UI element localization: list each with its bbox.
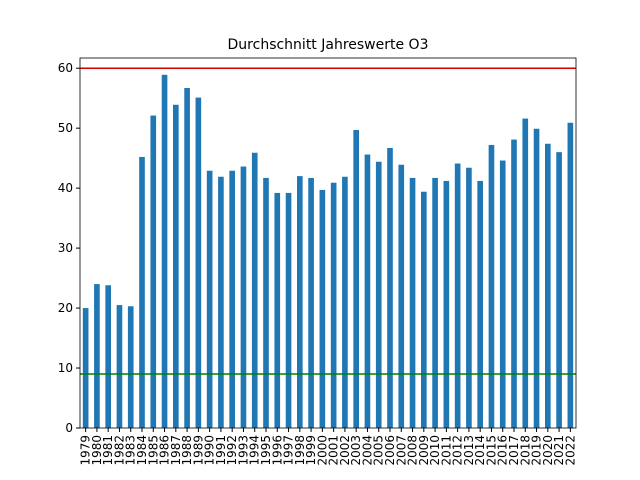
x-tick-label: 2014 <box>473 435 487 466</box>
x-tick-label: 1983 <box>124 435 138 466</box>
bar <box>184 87 190 428</box>
bar <box>116 305 123 428</box>
bar <box>364 154 371 429</box>
x-tick-label: 2005 <box>372 435 386 466</box>
x-tick-label: 2021 <box>552 435 566 466</box>
x-tick-label: 1990 <box>203 435 217 466</box>
x-tick-label: 2011 <box>439 435 453 466</box>
bar <box>375 161 382 428</box>
bar <box>285 192 292 428</box>
x-tick-label: 2000 <box>315 435 329 466</box>
y-tick-label: 40 <box>58 181 73 195</box>
bar <box>499 160 506 429</box>
bar <box>82 308 89 428</box>
y-tick-label: 10 <box>58 361 73 375</box>
bar <box>195 97 202 428</box>
bar <box>274 192 281 428</box>
x-tick-label: 1982 <box>112 435 126 466</box>
y-tick-label: 20 <box>58 301 73 315</box>
x-tick-label: 2013 <box>462 435 476 466</box>
x-tick-label: 1997 <box>282 435 296 466</box>
x-tick-label: 2004 <box>360 435 374 466</box>
x-tick-label: 2008 <box>406 435 420 466</box>
bar <box>251 152 258 428</box>
x-tick-label: 1988 <box>180 435 194 466</box>
bar <box>263 177 269 428</box>
y-tick-label: 50 <box>58 121 73 135</box>
x-tick-label: 1985 <box>146 435 160 466</box>
x-tick-label: 1996 <box>270 435 284 466</box>
x-tick-label: 1980 <box>90 435 104 466</box>
bar <box>173 104 179 428</box>
x-tick-label: 2022 <box>563 435 577 466</box>
bar <box>556 152 562 428</box>
x-tick-label: 2016 <box>496 435 510 466</box>
bar <box>454 163 461 428</box>
x-tick-label: 2017 <box>507 435 521 466</box>
x-tick-label: 1993 <box>236 435 250 466</box>
bar <box>432 177 438 428</box>
bar <box>466 167 472 429</box>
bar <box>330 182 337 428</box>
bar <box>150 115 157 428</box>
x-tick-label: 2002 <box>338 435 352 466</box>
bar <box>443 180 450 428</box>
plot-frame <box>79 57 577 429</box>
bar <box>342 176 348 428</box>
bar <box>409 177 416 428</box>
x-tick-label: 1984 <box>135 435 149 466</box>
y-tick-label: 0 <box>65 421 73 435</box>
bar <box>522 118 529 428</box>
x-tick-label: 1989 <box>191 435 205 466</box>
x-tick-label: 1981 <box>101 435 115 466</box>
bar <box>308 177 314 428</box>
x-tick-label: 2010 <box>428 435 442 466</box>
x-tick-label: 2007 <box>394 435 408 466</box>
x-tick-label: 2015 <box>484 435 498 466</box>
x-tick-label: 1995 <box>259 435 273 466</box>
x-tick-label: 2018 <box>518 435 532 466</box>
x-tick-label: 2006 <box>383 435 397 466</box>
x-tick-label: 2020 <box>541 435 555 466</box>
x-tick-label: 1998 <box>293 435 307 466</box>
bar <box>139 156 145 428</box>
bar <box>533 128 540 428</box>
x-tick-label: 1986 <box>158 435 172 466</box>
bar <box>353 129 359 428</box>
x-tick-label: 2012 <box>451 435 465 466</box>
x-tick-label: 2001 <box>327 435 341 466</box>
bar <box>421 191 427 428</box>
x-tick-label: 2019 <box>530 435 544 466</box>
bar <box>488 144 495 428</box>
bar <box>94 284 100 428</box>
bar <box>477 180 483 428</box>
bar <box>387 147 393 429</box>
bar <box>240 166 247 429</box>
x-tick-label: 1999 <box>304 435 318 466</box>
x-tick-label: 1992 <box>225 435 239 466</box>
y-tick-label: 30 <box>58 241 73 255</box>
bar <box>319 189 326 428</box>
bar <box>398 164 405 428</box>
bar <box>229 170 235 428</box>
bar <box>567 122 574 429</box>
bar <box>127 306 134 428</box>
x-tick-label: 2009 <box>417 435 431 466</box>
bar <box>218 176 224 428</box>
x-tick-label: 1994 <box>248 435 262 466</box>
bar <box>545 143 551 428</box>
bar <box>206 170 213 428</box>
x-tick-label: 1979 <box>79 435 93 466</box>
bar <box>297 176 303 428</box>
bar <box>105 285 111 428</box>
bar <box>511 139 517 428</box>
y-tick-label: 60 <box>58 61 73 75</box>
x-tick-label: 1987 <box>169 435 183 466</box>
chart-title: Durchschnitt Jahreswerte O3 <box>228 37 429 53</box>
x-tick-label: 1991 <box>214 435 228 466</box>
x-tick-label: 2003 <box>349 435 363 466</box>
bar <box>161 74 168 428</box>
